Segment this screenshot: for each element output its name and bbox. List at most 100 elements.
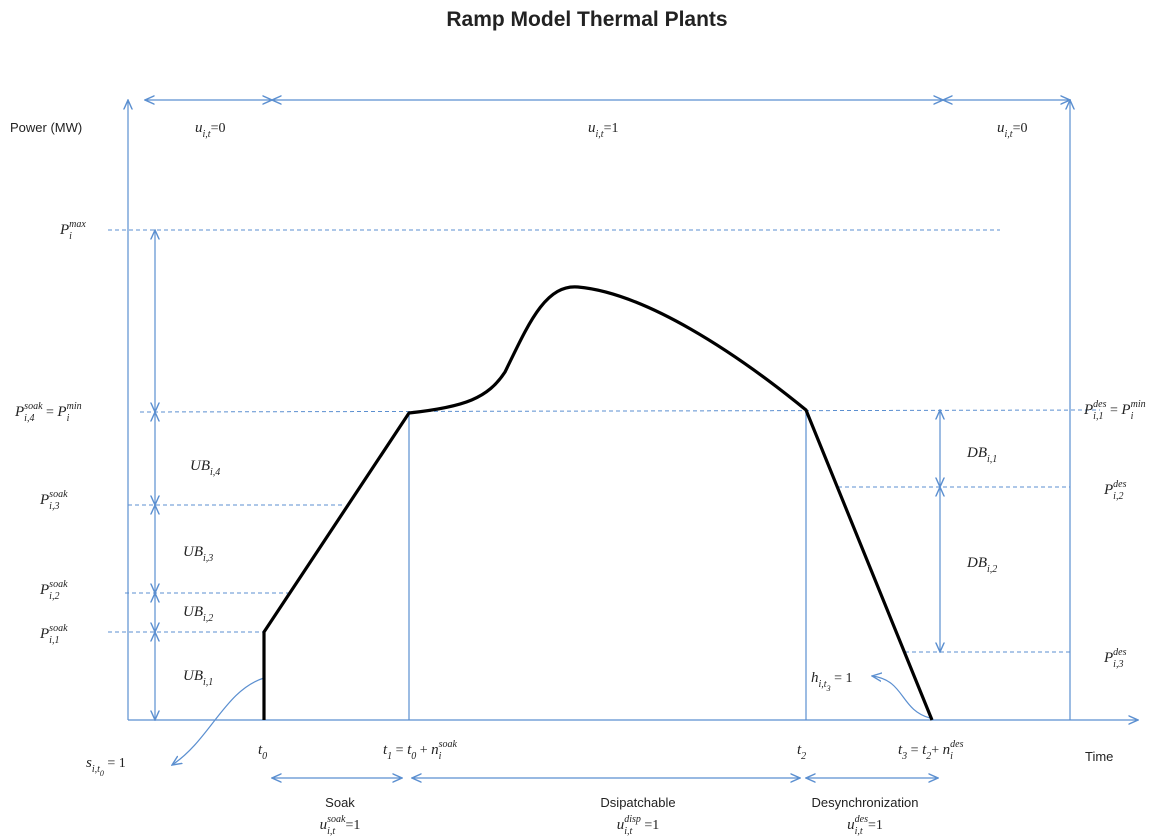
u-on-part: u (588, 120, 596, 136)
phase-status-part: des (855, 814, 868, 825)
t0-part: 0 (262, 751, 267, 762)
phase-status-part: u (617, 817, 625, 833)
p-soak-4-part: P (56, 404, 66, 420)
u-off-after-part: u (997, 120, 1005, 136)
p-des-1-part: i,1 (1093, 411, 1103, 422)
phase-status: ui,tdisp =1 (617, 814, 660, 837)
t1-part: 1 (387, 751, 392, 762)
p-des-3-part: P (1103, 650, 1113, 666)
t1-part: t (383, 742, 388, 758)
phase-status-part: i,t (855, 826, 863, 837)
h-indicator-part: 3 (826, 684, 831, 693)
p-soak-4-part: P (14, 404, 24, 420)
u-on-part: =1 (604, 121, 619, 136)
levels (108, 229, 1101, 653)
p-soak-1-part: P (39, 626, 49, 642)
t2-part: t (797, 742, 802, 758)
p-soak-3-part: P (39, 492, 49, 508)
p-des-2-part: P (1103, 482, 1113, 498)
p-soak-3-part: i,3 (49, 501, 59, 512)
db-2-part: DB (966, 555, 987, 571)
t1-part: t (407, 742, 412, 758)
u-on: ui,t=1 (588, 120, 618, 140)
t1-part: i (439, 751, 442, 762)
u-off-before-part: =0 (211, 121, 226, 136)
axes (128, 100, 1138, 720)
db-2-part: i,2 (987, 564, 997, 575)
p-max-part: i (69, 231, 72, 242)
phase-status-part: u (320, 817, 328, 833)
t0-part: t (258, 742, 263, 758)
phase-status-part: =1 (345, 818, 360, 833)
t1-part: 0 (411, 751, 416, 762)
p-max: Pimax (59, 219, 86, 242)
p-des-2-part: i,2 (1113, 491, 1123, 502)
phase-status-part: i,t (624, 826, 632, 837)
y-axis-label: Power (MW) (10, 120, 82, 135)
t3-part: + (931, 743, 942, 758)
p-soak-4-part: i (67, 413, 70, 424)
p-soak-2-part: soak (49, 579, 68, 590)
t1-part: + (416, 743, 431, 758)
ub-2-part: UB (183, 604, 203, 620)
p-des-1-part: P (1120, 402, 1130, 418)
p-des-2: Pi,2des (1103, 479, 1127, 502)
phase-status-part: u (847, 817, 855, 833)
phase-status: ui,tsoak=1 (320, 814, 361, 837)
h-indicator: hi,t3 = 1 (811, 670, 852, 693)
t3-part: = (907, 743, 922, 758)
phase-status-part: =1 (641, 818, 659, 833)
phase-name: Desynchronization (812, 795, 919, 810)
p-des-1-part: = (1107, 403, 1122, 418)
phase-status-part: i,t (327, 826, 335, 837)
db-2: DBi,2 (966, 555, 997, 575)
ub-1-part: UB (183, 668, 203, 684)
p-des-1: Pi,1des = Pimin (1083, 399, 1146, 422)
phase-status-part: soak (327, 814, 346, 825)
p-des-1-part: i (1131, 411, 1134, 422)
p-soak-4-part: min (67, 401, 82, 412)
h-indicator-part: = 1 (831, 671, 853, 686)
title: Ramp Model Thermal Plants (446, 8, 727, 31)
t3-part: 3 (901, 751, 907, 762)
u-off-after-part: =0 (1013, 121, 1028, 136)
ub-1-part: i,1 (203, 677, 213, 688)
t3-part: t (898, 742, 903, 758)
p-soak-4-part: soak (24, 401, 43, 412)
s-indicator-part: i,t (92, 764, 100, 775)
ub-2: UBi,2 (183, 604, 213, 624)
phase-status: ui,tdes=1 (847, 814, 883, 837)
s-indicator-part: 0 (100, 769, 104, 778)
t3-part: t (922, 742, 927, 758)
s-indicator-part: s (86, 755, 92, 771)
p-des-1-part: min (1131, 399, 1146, 410)
u-off-after-part: i,t (1005, 129, 1013, 140)
db-1: DBi,1 (966, 445, 997, 465)
u-off-before-part: i,t (203, 129, 211, 140)
ub-1: UBi,1 (183, 668, 213, 688)
t3-part: i (950, 751, 953, 762)
ub-3-part: i,3 (203, 553, 213, 564)
phase-status-part: disp (624, 814, 641, 825)
p-soak-4-part: i,4 (24, 413, 34, 424)
u-on-part: i,t (596, 129, 604, 140)
ub-4: UBi,4 (190, 458, 220, 478)
p-soak-2: Pi,2soak (39, 579, 68, 602)
p-des-2-part: des (1113, 479, 1126, 490)
phase-name: Soak (325, 795, 355, 810)
phase-name: Dsipatchable (600, 795, 675, 810)
t3-part: n (943, 742, 951, 758)
p-des-3: Pi,3des (1103, 647, 1127, 670)
t1: t1 = t0 + nisoak (383, 739, 458, 762)
t2: t2 (797, 742, 806, 762)
t1-part: = (392, 743, 407, 758)
p-soak-2-part: P (39, 582, 49, 598)
s-indicator: si,t0 = 1 (86, 755, 126, 778)
p-soak-4: Pi,4soak = Pimin (14, 401, 82, 424)
power-curve (262, 285, 934, 721)
p-soak-3: Pi,3soak (39, 489, 68, 512)
u-off-before: ui,t=0 (195, 120, 225, 140)
t1-part: soak (439, 739, 458, 750)
p-soak-1-part: i,1 (49, 635, 59, 646)
